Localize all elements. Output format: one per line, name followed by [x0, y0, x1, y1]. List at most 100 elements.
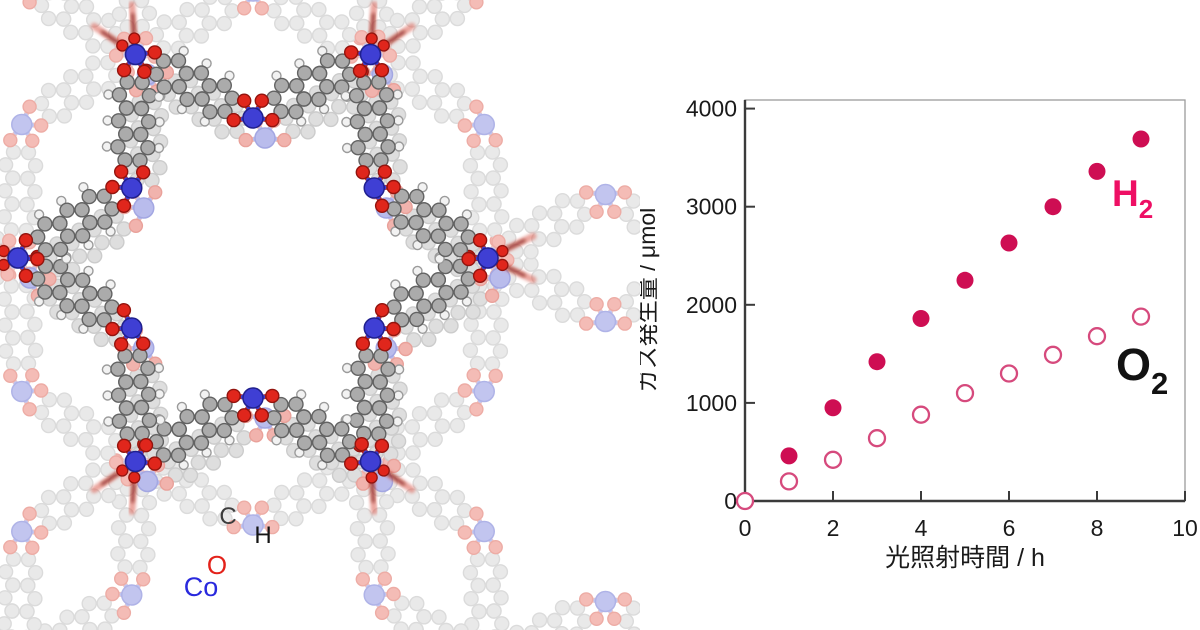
oxygen-atom — [377, 571, 392, 586]
carbon-atom — [20, 329, 36, 346]
oxygen-atom — [617, 185, 632, 200]
carbon-atom — [570, 626, 584, 630]
carbon-atom — [140, 360, 156, 376]
carbon-atom — [63, 405, 80, 421]
carbon-atom — [492, 343, 509, 359]
carbon-atom — [625, 307, 640, 323]
carbon-atom — [0, 157, 14, 173]
oxygen-atom — [344, 456, 359, 471]
oxygen-atom — [374, 605, 390, 620]
cobalt-atom — [11, 520, 33, 543]
carbon-atom — [434, 82, 451, 98]
carbon-atom — [357, 373, 373, 390]
carbon-atom — [85, 445, 101, 461]
carbon-atom — [27, 565, 44, 581]
carbon-atom — [63, 502, 80, 518]
carbon-atom — [156, 14, 172, 30]
carbon-atom — [171, 486, 187, 502]
carbon-atom — [386, 608, 402, 624]
hydrogen-atom — [101, 141, 113, 152]
carbon-atom — [56, 108, 73, 124]
carbon-atom — [110, 113, 127, 129]
carbon-atom — [426, 502, 443, 518]
carbon-atom — [96, 188, 112, 204]
carbon-atom — [471, 603, 487, 620]
carbon-atom — [85, 462, 101, 478]
carbon-atom — [40, 489, 57, 506]
carbon-atom — [456, 404, 473, 421]
carbon-atom — [470, 329, 486, 346]
carbon-atom — [289, 485, 305, 501]
carbon-atom — [493, 183, 509, 199]
carbon-atom — [118, 126, 134, 142]
oxygen-atom — [34, 118, 49, 133]
carbon-atom — [0, 317, 13, 333]
carbon-atom — [171, 421, 187, 437]
carbon-atom — [82, 285, 98, 302]
carbon-atom — [5, 144, 22, 160]
oxygen-atom — [105, 321, 120, 337]
carbon-atom — [97, 286, 113, 302]
carbon-atom — [323, 111, 339, 128]
carbon-atom — [408, 621, 424, 630]
carbon-atom — [349, 386, 366, 402]
carbon-atom — [412, 25, 428, 41]
carbon-atom — [133, 533, 149, 550]
carbon-atom — [171, 14, 187, 30]
carbon-atom — [463, 591, 479, 607]
oxygen-atom — [105, 586, 120, 602]
oxygen-atom — [386, 321, 401, 337]
carbon-atom — [378, 494, 395, 510]
oxygen-atom — [116, 303, 132, 318]
carbon-atom — [133, 0, 150, 9]
carbon-atom — [443, 318, 459, 334]
carbon-atom — [509, 624, 525, 630]
cobalt-atom — [136, 470, 159, 493]
carbon-atom — [59, 609, 75, 625]
carbon-atom — [132, 559, 148, 576]
carbon-atom — [300, 124, 316, 140]
carbon-atom — [27, 591, 43, 607]
oxygen-atom — [374, 303, 390, 318]
carbon-atom — [193, 28, 210, 44]
oxygen-atom — [147, 456, 163, 471]
carbon-atom — [334, 421, 350, 437]
hydrogen-atom — [155, 414, 166, 426]
carbon-atom — [201, 485, 218, 501]
carbon-atom — [546, 231, 562, 248]
carbon-atom — [448, 515, 465, 531]
carbon-atom — [421, 331, 437, 348]
carbon-atom — [81, 595, 97, 612]
cobalt-atom — [363, 584, 385, 606]
carbon-atom — [405, 38, 421, 54]
carbon-atom — [5, 170, 21, 186]
carbon-atom — [308, 111, 324, 127]
carbon-atom — [456, 502, 473, 519]
carbon-atom — [141, 495, 158, 511]
oxygen-atom — [579, 592, 594, 607]
carbon-atom — [484, 144, 501, 160]
oxygen-atom — [466, 133, 481, 149]
carbon-atom — [110, 139, 126, 155]
carbon-atom — [228, 442, 245, 459]
hydrogen-atom — [102, 115, 113, 126]
oxygen-atom — [138, 31, 154, 46]
carbon-atom — [55, 489, 72, 505]
carbon-atom — [52, 241, 69, 258]
carbon-atom — [449, 489, 466, 506]
carbon-atom — [485, 330, 501, 346]
carbon-atom — [41, 392, 58, 408]
carbon-atom — [0, 564, 14, 580]
carbon-atom — [348, 495, 365, 511]
carbon-atom — [110, 546, 126, 562]
carbon-atom — [201, 422, 218, 438]
oxygen-atom — [18, 268, 34, 283]
carbon-atom — [63, 68, 79, 85]
carbon-atom — [484, 356, 501, 372]
carbon-atom — [118, 400, 135, 416]
carbon-atom — [274, 484, 290, 501]
carbon-atom — [0, 209, 12, 225]
cobalt-atom — [594, 183, 617, 206]
oxygen-atom — [238, 132, 253, 148]
